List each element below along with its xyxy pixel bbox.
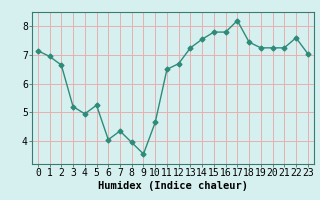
X-axis label: Humidex (Indice chaleur): Humidex (Indice chaleur)	[98, 181, 248, 191]
